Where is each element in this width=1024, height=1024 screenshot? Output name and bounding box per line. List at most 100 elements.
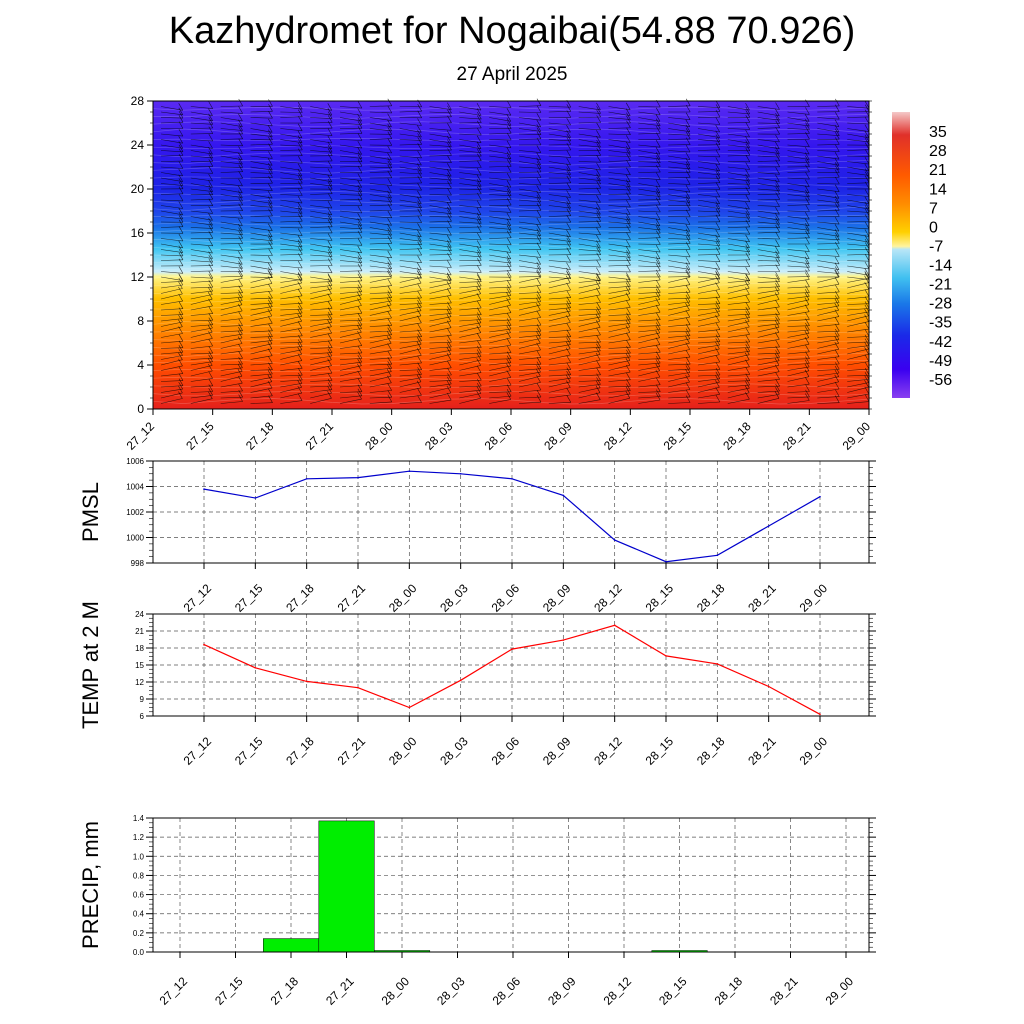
- wind-barb: [757, 221, 780, 225]
- wind-barb: [399, 355, 422, 360]
- wind-barb-flag: [715, 329, 721, 337]
- wind-barb: [608, 177, 631, 183]
- wind-barb-flag: [178, 115, 184, 123]
- wind-barb: [608, 364, 630, 371]
- wind-barb: [429, 271, 452, 276]
- wind-barb-flag: [238, 146, 243, 154]
- wind-barb-flag: [447, 173, 452, 181]
- wind-barb-flag: [267, 336, 273, 344]
- wind-barb-flag: [595, 380, 601, 388]
- wind-barb-flag: [506, 358, 511, 367]
- wind-barb-flag: [566, 337, 571, 345]
- wind-barb-flag: [745, 169, 750, 177]
- wind-barb-flag: [416, 308, 422, 316]
- wind-barb-flag: [208, 254, 214, 263]
- wind-barb-flag: [357, 370, 362, 379]
- wind-barb: [548, 322, 571, 327]
- wind-barb: [250, 302, 273, 305]
- wind-barb: [787, 299, 810, 305]
- wind-barb: [787, 161, 810, 164]
- wind-barb: [638, 177, 661, 180]
- wind-barb-flag: [655, 244, 661, 253]
- wind-barb: [578, 106, 601, 111]
- wind-barb: [369, 350, 392, 355]
- wind-barb: [280, 341, 303, 344]
- wind-barb: [638, 227, 661, 231]
- wind-barb-flag: [357, 391, 362, 400]
- wind-barb-flag: [208, 273, 214, 282]
- wind-barb: [489, 177, 512, 181]
- wind-barb-flag: [297, 281, 302, 289]
- wind-barb-flag: [536, 194, 542, 203]
- wind-barb: [578, 380, 601, 382]
- wind-barb: [638, 204, 661, 206]
- wind-barb-flag: [208, 313, 214, 321]
- wind-barb: [757, 231, 780, 234]
- wind-barb-flag: [805, 139, 810, 147]
- wind-barb: [399, 166, 422, 171]
- wind-barb-flag: [656, 159, 661, 167]
- wind-barb: [310, 205, 333, 209]
- wind-barb: [548, 182, 571, 184]
- wind-barb-flag: [476, 102, 482, 111]
- wind-barb: [280, 368, 303, 371]
- wind-barb-flag: [655, 179, 661, 188]
- y-tick-label: 9: [140, 695, 145, 704]
- wind-barb: [578, 384, 601, 388]
- wind-barb: [847, 243, 870, 247]
- x-tick-label: 28_03: [434, 974, 468, 1008]
- wind-barb: [220, 232, 243, 235]
- wind-barb-flag: [834, 342, 840, 350]
- wind-barb: [697, 307, 720, 311]
- wind-barb: [638, 237, 661, 239]
- wind-barb: [518, 227, 541, 232]
- wind-barb-flag: [476, 315, 482, 323]
- wind-barb: [697, 387, 720, 393]
- wind-barb: [310, 166, 333, 169]
- wind-barb-flag: [775, 274, 780, 282]
- wind-barb-flag: [626, 372, 631, 380]
- wind-barb: [489, 319, 512, 322]
- wind-barb: [697, 172, 720, 176]
- wind-barb-flag: [536, 210, 542, 218]
- wind-barb: [399, 238, 422, 242]
- wind-barb: [160, 249, 183, 253]
- wind-barb-flag: [178, 345, 184, 353]
- y-tick-label: 1006: [126, 457, 144, 466]
- wind-barb-flag: [745, 273, 750, 281]
- colorbar-label: -35: [929, 315, 952, 332]
- wind-barb: [160, 340, 183, 344]
- wind-barb: [697, 276, 720, 280]
- wind-barb: [399, 315, 422, 322]
- wind-barb-flag: [297, 163, 303, 171]
- contour-line: [152, 368, 870, 373]
- contour-line: [152, 268, 870, 273]
- wind-barb-flag: [208, 108, 213, 116]
- wind-barb-flag: [238, 394, 243, 402]
- wind-barb-flag: [387, 152, 392, 160]
- wind-barb: [847, 374, 870, 377]
- wind-barb: [817, 176, 840, 179]
- wind-barb: [489, 365, 511, 371]
- wind-barb-flag: [178, 281, 183, 289]
- wind-barb: [280, 243, 303, 248]
- wind-barb-flag: [506, 330, 511, 339]
- wind-barb-flag: [655, 330, 660, 338]
- wind-barb-flag: [745, 307, 751, 315]
- wind-barb: [518, 128, 541, 132]
- wind-barb: [160, 243, 183, 249]
- wind-barb: [608, 188, 631, 191]
- x-tick-label: 28_21: [745, 581, 779, 615]
- wind-barb: [459, 372, 482, 377]
- wind-barb: [280, 161, 303, 164]
- wind-barb: [369, 363, 392, 366]
- wind-barb-flag: [864, 229, 870, 237]
- wind-barb-flag: [238, 164, 243, 172]
- wind-barb: [727, 351, 750, 355]
- wind-barb: [160, 133, 183, 137]
- wind-barb: [518, 363, 542, 366]
- wind-barb-flag: [745, 252, 751, 260]
- wind-barb: [548, 394, 571, 399]
- wind-barb-flag: [447, 306, 452, 314]
- wind-barb-flag: [715, 314, 720, 323]
